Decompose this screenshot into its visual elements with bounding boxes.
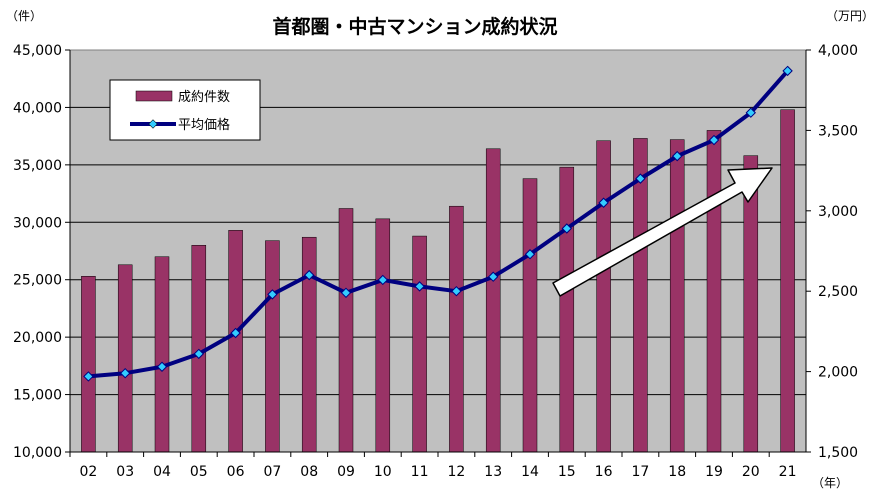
x-axis-unit: （年）: [812, 476, 848, 490]
x-tick-label: 15: [558, 464, 576, 480]
legend: 成約件数 平均価格: [109, 79, 261, 141]
line-point: [193, 348, 205, 360]
chart-title: 首都圏・中古マンション成約状況: [272, 15, 557, 38]
bar: [301, 236, 317, 453]
bar: [265, 240, 280, 453]
line-series: [83, 65, 793, 382]
bar: [449, 205, 464, 453]
left-tick-label: 35,000: [13, 158, 62, 174]
x-tick-label: 10: [374, 464, 392, 480]
bar: [559, 166, 575, 453]
x-tick-label: 20: [742, 464, 760, 480]
x-tick-label: 03: [116, 464, 134, 480]
line-point: [303, 269, 315, 281]
line-point: [671, 150, 683, 162]
line-point: [745, 107, 757, 118]
bar: [596, 140, 611, 453]
bar: [485, 148, 501, 453]
line-point: [561, 223, 573, 234]
x-tick-label: 16: [595, 464, 613, 480]
legend-box: [109, 79, 261, 141]
trend-arrow: [552, 167, 773, 297]
line-point: [119, 368, 131, 379]
bar: [81, 276, 96, 453]
x-tick-label: 19: [705, 464, 723, 480]
line-point: [267, 289, 278, 300]
bar: [412, 235, 427, 453]
left-tick-label: 15,000: [13, 388, 62, 404]
x-tick-label: 13: [484, 464, 502, 480]
left-tick-label: 25,000: [13, 273, 62, 289]
line-point: [414, 281, 425, 292]
right-tick-label: 3,500: [818, 123, 858, 139]
line-point: [598, 197, 609, 208]
left-axis-ticks: 10,000 15,000 20,000 25,000 30,000 35,000 40,0…: [13, 43, 71, 461]
line-point: [635, 173, 646, 184]
bar: [743, 155, 759, 453]
line-point: [230, 327, 241, 339]
bar: [154, 256, 170, 453]
x-tick-label: 11: [411, 464, 429, 480]
right-tick-label: 2,500: [818, 284, 858, 300]
x-tick-label: 02: [79, 464, 97, 480]
bar: [780, 109, 795, 453]
left-tick-label: 20,000: [13, 330, 62, 346]
line-point: [451, 285, 462, 297]
bar: [522, 178, 538, 453]
bar: [117, 264, 133, 453]
bar: [706, 130, 722, 453]
right-tick-label: 2,000: [818, 365, 858, 381]
line-point: [83, 371, 94, 382]
line-point: [782, 65, 793, 77]
x-tick-label: 14: [521, 464, 539, 480]
line-point: [487, 271, 499, 282]
bar: [191, 245, 207, 453]
line-point: [156, 361, 168, 372]
legend-bar-swatch: [135, 90, 173, 102]
x-tick-label: 21: [779, 464, 797, 480]
bar: [669, 139, 685, 453]
line-point: [708, 134, 720, 146]
bar: [633, 138, 648, 453]
right-tick-label: 4,000: [818, 43, 858, 59]
right-tick-label: 3,000: [818, 204, 858, 220]
x-tick-label: 18: [668, 464, 686, 480]
line-point: [377, 274, 389, 286]
left-tick-label: 10,000: [13, 445, 62, 461]
right-tick-label: 1,500: [818, 445, 858, 461]
left-tick-label: 30,000: [13, 215, 62, 231]
left-axis-unit: （件）: [6, 9, 42, 23]
line-point: [524, 249, 536, 260]
x-tick-label: 12: [447, 464, 465, 480]
x-tick-label: 17: [631, 464, 649, 480]
legend-line-marker: [148, 119, 158, 129]
x-tick-label: 06: [227, 464, 245, 480]
x-tick-label: 04: [153, 464, 171, 480]
right-axis-ticks: 1,500 2,000 2,500 3,000 3,500 4,000: [805, 43, 858, 461]
left-tick-label: 45,000: [13, 43, 62, 59]
bar: [338, 208, 354, 453]
legend-bar-label: 成約件数: [178, 90, 230, 105]
x-tick-label: 09: [337, 464, 355, 480]
x-tick-label: 05: [190, 464, 208, 480]
x-axis-ticks: 02 03 04 05 06 07 08 09 10 11 12 13 14 15 16 17 18 19 20 21: [69, 451, 806, 480]
left-tick-label: 40,000: [13, 100, 62, 116]
bar: [375, 218, 391, 453]
line-point: [340, 287, 352, 299]
right-axis-unit: （万円）: [826, 9, 874, 23]
x-tick-label: 08: [300, 464, 318, 480]
line-path: [88, 69, 790, 379]
x-tick-label: 07: [263, 464, 281, 480]
bar: [228, 230, 243, 453]
bar-series: [81, 109, 795, 453]
legend-line-label: 平均価格: [178, 117, 230, 133]
